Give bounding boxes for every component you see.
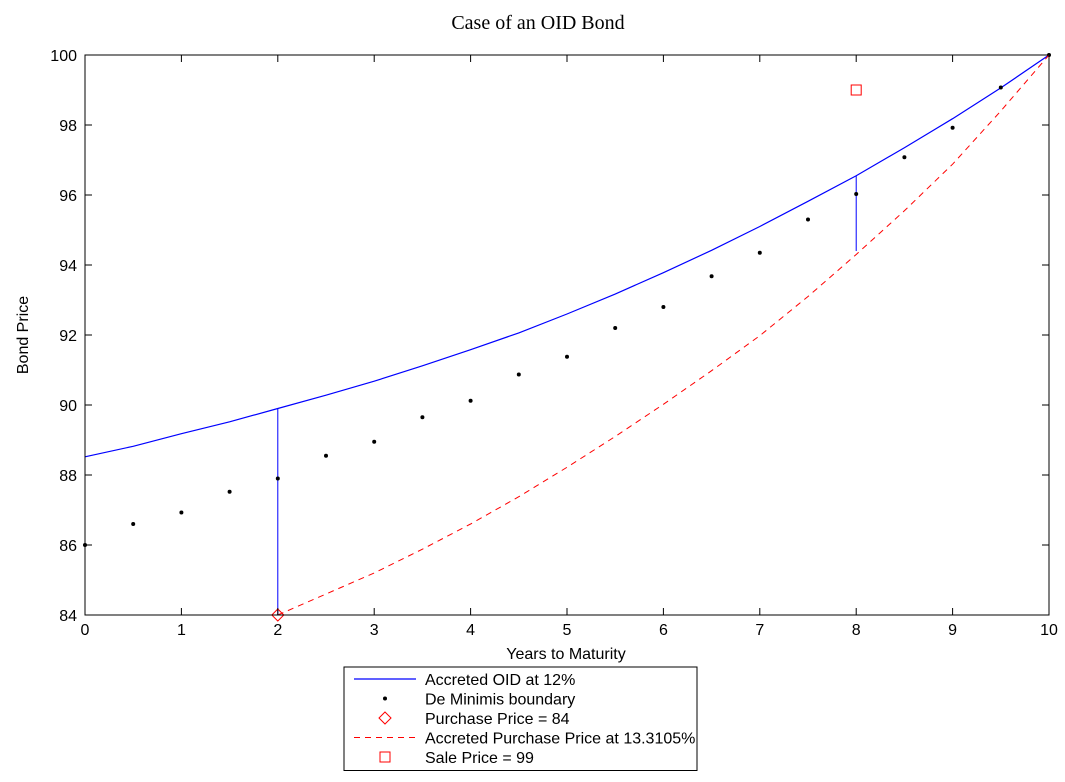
legend-swatch [383,696,387,701]
y-tick-label: 86 [59,538,77,555]
x-tick-label: 9 [948,622,957,639]
x-tick-label: 1 [177,622,186,639]
data-point [902,155,907,160]
legend: Accreted OID at 12% De Minimis boundary Pu… [343,666,698,771]
y-tick-label: 88 [59,468,77,485]
legend-label: Accreted OID at 12% [425,672,575,689]
data-point [998,85,1003,90]
data-point [468,398,473,403]
legend-label: Purchase Price = 84 [425,711,570,728]
data-point [565,354,569,359]
y-tick-label: 94 [59,258,77,275]
y-axis-label: Bond Price [15,296,32,374]
y-tick-label: 84 [59,608,77,625]
data-point [661,305,666,309]
x-tick-label: 5 [563,622,572,639]
data-point [757,250,762,255]
data-point [516,372,521,377]
data-point [854,191,859,196]
x-tick-label: 2 [273,622,282,639]
x-axis-label: Years to Maturity [506,646,625,663]
x-tick-label: 0 [81,622,90,639]
data-point [420,415,425,420]
legend-swatch [379,751,391,763]
y-tick-label: 98 [59,118,77,135]
data-point [709,274,714,279]
legend-label: De Minimis boundary [425,692,575,709]
plot-area [83,53,1051,622]
x-tick-label: 10 [1040,622,1058,639]
data-point [950,125,955,130]
data-point [806,217,810,222]
legend-label: Accreted Purchase Price at 13.3105% [425,731,695,748]
y-tick-label: 100 [50,48,77,65]
data-point [372,439,377,444]
x-tick-label: 6 [659,622,668,639]
data-point [227,489,232,494]
y-tick-label: 92 [59,328,77,345]
legend-label: Sale Price = 99 [425,750,534,767]
legend-box [343,666,698,771]
y-tick-label: 96 [59,188,77,205]
data-point [275,476,280,481]
x-tick-label: 7 [755,622,764,639]
series-line-accreted-purchase-price-at-13-3105 [277,54,1050,616]
sale-price-marker [850,84,862,96]
data-point [324,453,328,458]
series-line-accreted-oid-at-12 [84,54,1050,458]
y-tick-label: 90 [59,398,77,415]
x-tick-label: 4 [466,622,475,639]
axis-ticks: 0 1 2 3 4 5 6 7 8 9 10 84 86 88 90 92 94 96 98 100 [50,48,1058,639]
data-point [131,522,136,526]
x-tick-label: 8 [852,622,861,639]
legend-swatch [378,711,392,725]
data-point [613,326,618,330]
plot-frame [84,54,1050,616]
data-point [179,510,184,515]
chart-title: Case of an OID Bond [451,12,624,34]
x-tick-label: 3 [370,622,379,639]
